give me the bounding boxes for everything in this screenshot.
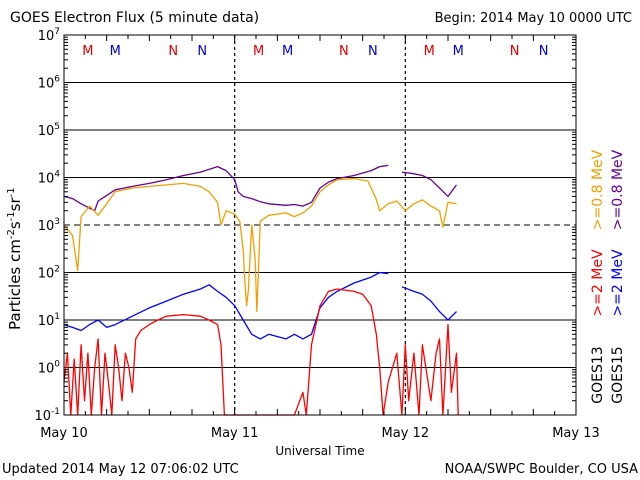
marker-label: M — [253, 44, 264, 59]
y-tick-label: 10-1 — [34, 407, 60, 424]
marker-label: N — [197, 44, 207, 59]
marker-label: N — [510, 44, 520, 59]
marker-label: N — [339, 44, 349, 59]
y-tick-label: 103 — [38, 217, 60, 234]
x-axis-label: Universal Time — [275, 444, 364, 458]
x-tick-label: May 12 — [382, 426, 430, 441]
y-tick-labels: 107 106 105 104 103 102 101 100 10-1 — [34, 27, 60, 424]
y-tick-label: 102 — [38, 265, 60, 282]
marker-label: M — [424, 44, 435, 59]
footer-source: NOAA/SWPC Boulder, CO USA — [445, 462, 638, 477]
y-tick-label: 105 — [38, 122, 60, 139]
marker-label: N — [168, 44, 178, 59]
x-tick-label: May 10 — [40, 426, 88, 441]
y-tick-label: 107 — [38, 27, 60, 44]
x-tick-label: May 13 — [552, 426, 600, 441]
chart-legend: GOES13 GOES15 >=2 MeV >=2 MeV >=0.8 MeV >=0.8… — [590, 149, 626, 403]
series-line — [401, 286, 457, 321]
series-line — [63, 177, 457, 313]
series-line — [63, 288, 459, 416]
legend-entry: >=2 MeV — [610, 249, 626, 317]
y-tick-label: 101 — [38, 312, 60, 329]
marker-label: N — [368, 44, 378, 59]
y-axis-label: Particles cm-2s-1sr-1 — [6, 187, 24, 330]
legend-sat-label: GOES15 — [610, 346, 626, 403]
y-tick-label: 104 — [38, 170, 61, 187]
series-line — [63, 271, 389, 340]
marker-label: M — [282, 44, 293, 59]
x-tick-labels: May 10 May 11 May 12 May 13 — [40, 426, 600, 441]
begin-label: Begin: 2014 May 10 0000 UTC — [435, 11, 632, 26]
y-tick-label: 106 — [38, 75, 61, 92]
marker-label: M — [110, 44, 121, 59]
x-tick-label: May 11 — [211, 426, 259, 441]
series-line — [401, 171, 458, 198]
chart-grid — [64, 35, 576, 415]
marker-label: M — [82, 44, 93, 59]
marker-label: N — [539, 44, 549, 59]
y-tick-label: 100 — [38, 360, 61, 377]
legend-entry: >=0.8 MeV — [590, 149, 606, 230]
chart-title: GOES Electron Flux (5 minute data) — [10, 10, 259, 26]
axis-ticks — [63, 35, 577, 415]
legend-entry: >=2 MeV — [590, 249, 606, 317]
legend-sat-label: GOES13 — [590, 346, 606, 403]
chart-series — [63, 164, 459, 416]
series-line — [63, 164, 389, 212]
legend-entry: >=0.8 MeV — [610, 149, 626, 230]
footer-updated: Updated 2014 May 12 07:06:02 UTC — [2, 462, 239, 477]
marker-label: M — [453, 44, 464, 59]
